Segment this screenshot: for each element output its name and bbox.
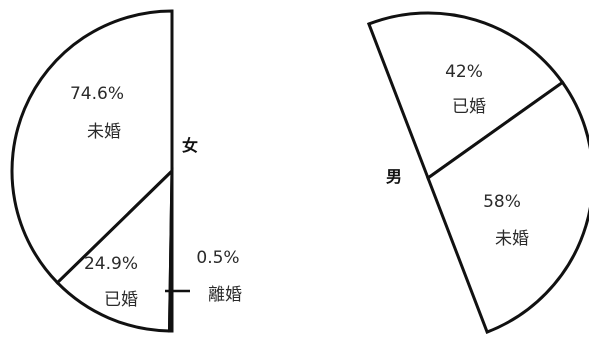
group-label-female: 女 [182, 136, 198, 155]
slice-female-unmarried [10, 9, 174, 285]
group-label-male: 男 [386, 167, 402, 186]
label-female-divorced-value: 0.5% [196, 248, 239, 268]
label-male-married-value: 42% [445, 62, 483, 82]
label-female-married-value: 24.9% [84, 254, 138, 274]
slice-female-married [55, 167, 174, 333]
label-male-unmarried: 未婚 [495, 229, 529, 249]
chart-female: 74.6% 未婚 24.9% 已婚 0.5% 離婚 女 [10, 9, 242, 333]
label-female-unmarried: 未婚 [87, 122, 121, 142]
label-male-unmarried-value: 58% [483, 192, 521, 212]
label-female-divorced: 離婚 [208, 285, 242, 305]
slice-male-unmarried [426, 80, 589, 334]
label-female-unmarried-value: 74.6% [70, 84, 124, 104]
slice-male-married [366, 11, 565, 181]
label-male-married: 已婚 [452, 97, 486, 117]
chart-male: 42% 已婚 58% 未婚 男 [366, 11, 589, 334]
label-female-married: 已婚 [104, 290, 138, 310]
